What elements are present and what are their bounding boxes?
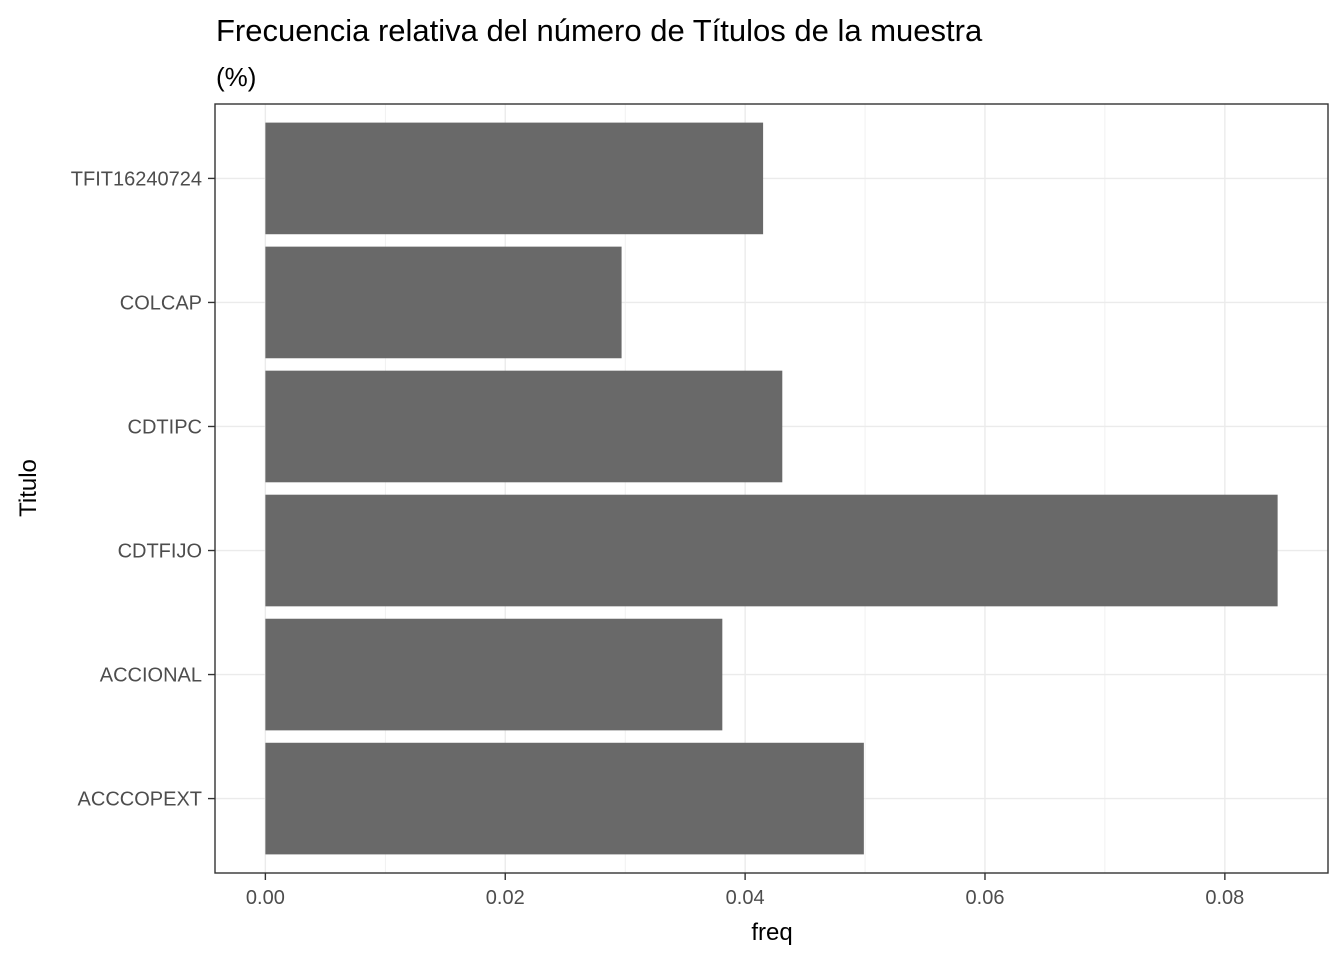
y-tick-label: ACCIONAL (100, 665, 202, 687)
bar-cdtfijo (265, 494, 1278, 607)
x-tick-label: 0.02 (486, 887, 525, 909)
y-axis: ACCCOPEXT ACCIONAL CDTFIJO CDTIPC COLCAP TFIT… (71, 168, 215, 811)
bar-cdtipc (265, 370, 783, 483)
chart-subtitle: (%) (216, 62, 256, 92)
y-tick-label: ACCCOPEXT (78, 789, 202, 811)
x-tick-label: 0.04 (726, 887, 765, 909)
y-tick-label: CDTIPC (128, 416, 202, 438)
chart-title: Frecuencia relativa del número de Título… (216, 13, 983, 48)
bar-tfit16240724 (265, 122, 764, 235)
panel-border (214, 103, 1329, 874)
bar-accional (265, 618, 723, 731)
y-tick-label: TFIT16240724 (71, 168, 202, 190)
x-tick-label: 0.08 (1205, 887, 1244, 909)
plot-panel (214, 103, 1329, 874)
bar-acccopext (265, 742, 864, 855)
x-tick-label: 0.00 (246, 887, 285, 909)
y-tick-label: COLCAP (120, 292, 202, 314)
x-axis-title: freq (751, 919, 792, 946)
x-axis: 0.00 0.02 0.04 0.06 0.08 (246, 873, 1244, 909)
bar-colcap (265, 246, 622, 359)
x-tick-label: 0.06 (966, 887, 1005, 909)
y-axis-title: Titulo (15, 459, 42, 517)
y-tick-label: CDTFIJO (118, 541, 202, 563)
